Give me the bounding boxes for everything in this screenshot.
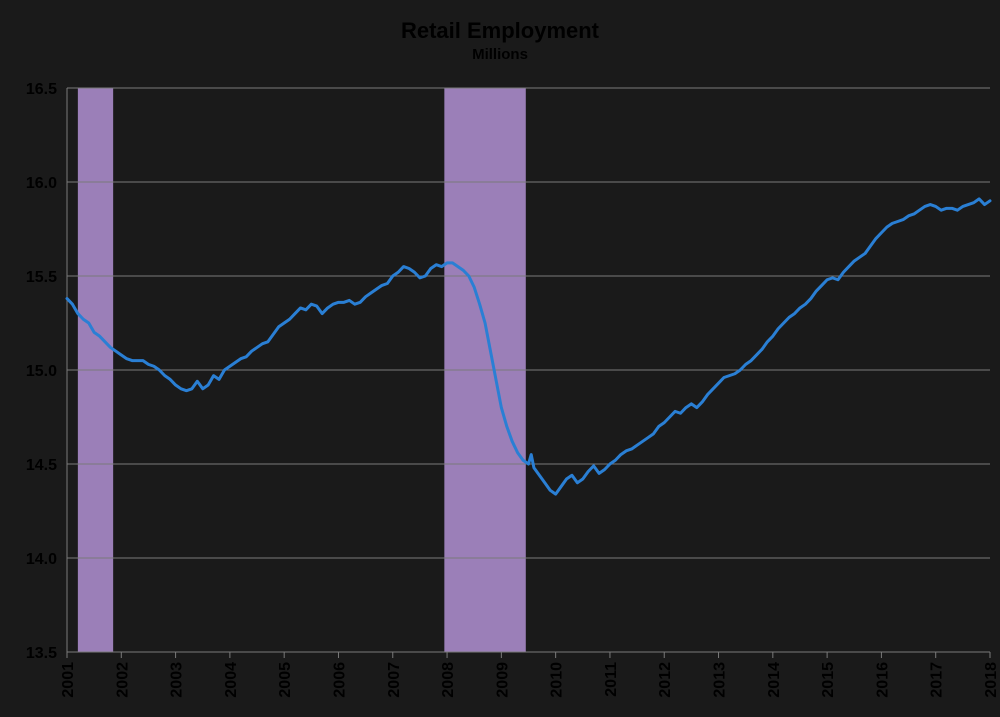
y-tick-label: 15.0 <box>26 363 57 380</box>
x-tick-label: 2018 <box>983 662 1000 698</box>
x-tick-label: 2005 <box>277 662 294 698</box>
retail-employment-chart: Retail Employment Millions 13.514.014.51… <box>0 0 1000 717</box>
x-tick-label: 2007 <box>386 662 403 698</box>
y-tick-label: 16.5 <box>26 81 57 98</box>
x-tick-label: 2017 <box>929 662 946 698</box>
y-tick-label: 16.0 <box>26 175 57 192</box>
y-tick-label: 14.5 <box>26 457 57 474</box>
x-tick-label: 2008 <box>440 662 457 698</box>
x-tick-label: 2009 <box>494 662 511 698</box>
y-tick-label: 13.5 <box>26 645 57 662</box>
x-tick-label: 2002 <box>114 662 131 698</box>
x-tick-label: 2010 <box>549 662 566 698</box>
x-tick-label: 2012 <box>657 662 674 698</box>
x-tick-label: 2016 <box>874 662 891 698</box>
x-tick-label: 2013 <box>712 662 729 698</box>
x-tick-label: 2015 <box>820 662 837 698</box>
x-tick-label: 2004 <box>223 662 240 698</box>
x-tick-label: 2011 <box>603 662 620 697</box>
chart-title: Retail Employment <box>0 18 1000 44</box>
x-tick-label: 2003 <box>169 662 186 698</box>
y-tick-label: 14.0 <box>26 551 57 568</box>
x-tick-label: 2001 <box>60 662 77 698</box>
chart-canvas: 13.5 14.0 14.5 15.0 15.5 16.0 16.5 2001 2002 2003… <box>0 0 1000 717</box>
series-line-retail-employment <box>67 199 990 494</box>
chart-subtitle: Millions <box>0 46 1000 63</box>
x-tick-label: 2006 <box>331 662 348 698</box>
x-tick-label: 2014 <box>766 662 783 698</box>
x-axis: 2001 2002 2003 2004 2005 2006 2007 2008 2009 2010… <box>60 652 1000 698</box>
y-tick-label: 15.5 <box>26 269 57 286</box>
